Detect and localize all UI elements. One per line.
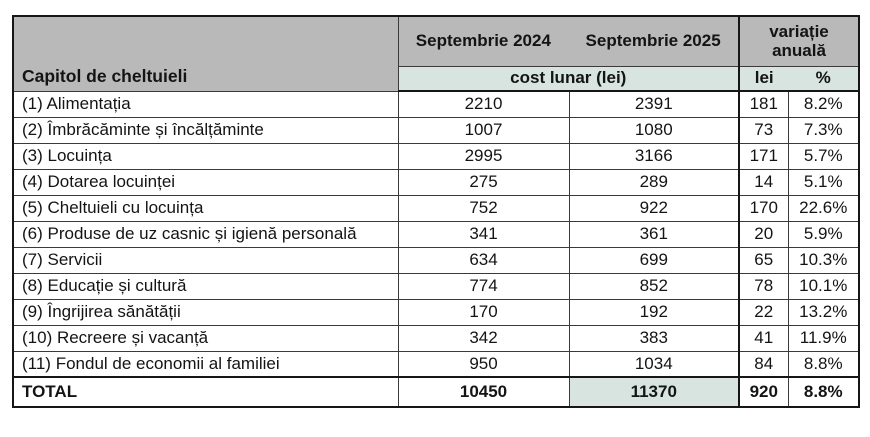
variatie-lei: 41 [738,324,789,352]
header-row: Capitol de cheltuieli Septembrie 2024 Sep… [12,15,860,92]
row-label: (3) Locuința [12,142,399,170]
cost-2024: 275 [397,168,570,196]
variatie-lei: 14 [738,168,789,196]
variatie-lei: 73 [738,116,789,144]
variatie-pct: 5.9% [787,220,860,248]
total-cost-2025: 11370 [568,376,740,408]
variatie-lei: 170 [738,194,789,222]
total-variatie-pct: 8.8% [787,376,860,408]
column-header-months: Septembrie 2024 Septembrie 2025 [397,15,740,67]
row-label: (7) Servicii [12,246,399,274]
cost-2024: 774 [397,272,570,300]
cost-2024: 341 [397,220,570,248]
cost-2024: 752 [397,194,570,222]
variatie-pct: 10.1% [787,272,860,300]
expense-table: Capitol de cheltuieli Septembrie 2024 Sep… [12,15,860,408]
variatie-lei: 20 [738,220,789,248]
cost-2024: 634 [397,246,570,274]
subheader-lei: lei [754,68,774,88]
table-row-3: (3) Locuința 2995 3166 171 5.7% [12,142,860,170]
total-cost-2024: 10450 [397,376,570,408]
row-label: (5) Cheltuieli cu locuința [12,194,399,222]
table-row-9: (9) Îngrijirea sănătății 170 192 22 13.2… [12,298,860,326]
table-row-1: (1) Alimentația 2210 2391 181 8.2% [12,90,860,118]
table-row-4: (4) Dotarea locuinței 275 289 14 5.1% [12,168,860,196]
row-label: (6) Produse de uz casnic și igienă perso… [12,220,399,248]
table-row-6: (6) Produse de uz casnic și igienă perso… [12,220,860,248]
variatie-lei: 22 [738,298,789,326]
cost-2025: 192 [568,298,740,326]
cost-2025: 1034 [568,350,740,378]
variatie-lei: 181 [738,90,789,118]
cost-2024: 950 [397,350,570,378]
row-label: (4) Dotarea locuinței [12,168,399,196]
cost-2025: 699 [568,246,740,274]
total-label: TOTAL [12,376,399,408]
variatie-lei: 78 [738,272,789,300]
cost-2024: 170 [397,298,570,326]
column-header-capitol: Capitol de cheltuieli [12,15,399,92]
table-row-10: (10) Recreere și vacanță 342 383 41 11.9… [12,324,860,352]
total-row: TOTAL 10450 11370 920 8.8% [12,376,860,408]
subheader-row: cost lunar (lei) lei% [13,65,860,92]
column-header-variatie-anuala: variație anuală [738,15,860,67]
table-row-8: (8) Educație și cultură 774 852 78 10.1% [12,272,860,300]
cost-2025: 2391 [568,90,740,118]
row-label: (11) Fondul de economii al familiei [12,350,399,378]
cost-2025: 361 [568,220,740,248]
table-row-7: (7) Servicii 634 699 65 10.3% [12,246,860,274]
cost-2024: 342 [397,324,570,352]
subheader-cost-lunar: cost lunar (lei) [397,65,740,92]
subheader-lei-pct: lei% [738,65,860,92]
variatie-pct: 8.8% [787,350,860,378]
cost-2025: 3166 [568,142,740,170]
column-header-septembrie-2024: Septembrie 2024 [415,31,551,51]
cost-2024: 2210 [397,90,570,118]
cost-2025: 922 [568,194,740,222]
row-label: (9) Îngrijirea sănătății [12,298,399,326]
variatie-lei: 84 [738,350,789,378]
column-header-septembrie-2025: Septembrie 2025 [585,31,721,51]
variatie-pct: 11.9% [787,324,860,352]
cost-2025: 383 [568,324,740,352]
cost-2025: 852 [568,272,740,300]
table-row-2: (2) Îmbrăcăminte și încălțăminte 1007 10… [12,116,860,144]
variatie-pct: 13.2% [787,298,860,326]
variatie-pct: 5.1% [787,168,860,196]
variatie-pct: 10.3% [787,246,860,274]
row-label: (2) Îmbrăcăminte și încălțăminte [12,116,399,144]
variatie-lei: 65 [738,246,789,274]
variatie-lei: 171 [738,142,789,170]
cost-2025: 1080 [568,116,740,144]
table-row-11: (11) Fondul de economii al familiei 950 … [12,350,860,378]
table-row-5: (5) Cheltuieli cu locuința 752 922 170 2… [12,194,860,222]
row-label: (8) Educație și cultură [12,272,399,300]
variatie-pct: 22.6% [787,194,860,222]
subheader-pct: % [815,68,831,88]
total-variatie-lei: 920 [738,376,789,408]
cost-2025: 289 [568,168,740,196]
variatie-pct: 8.2% [787,90,860,118]
cost-2024: 1007 [397,116,570,144]
variatie-pct: 7.3% [787,116,860,144]
row-label: (10) Recreere și vacanță [12,324,399,352]
variatie-pct: 5.7% [787,142,860,170]
cost-2024: 2995 [397,142,570,170]
row-label: (1) Alimentația [12,90,399,118]
